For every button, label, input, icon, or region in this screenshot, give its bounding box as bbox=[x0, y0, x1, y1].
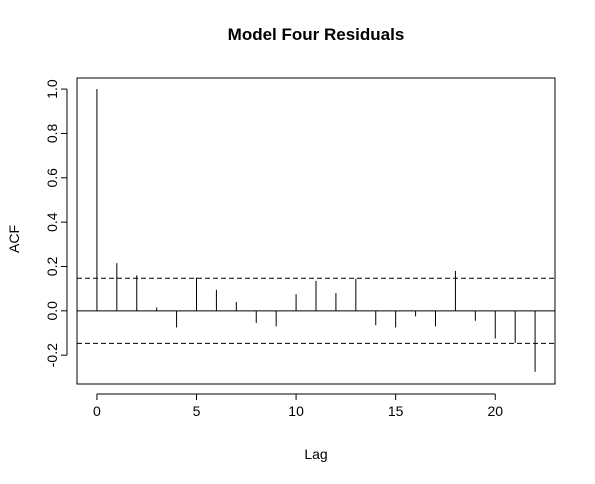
x-tick-label-10: 10 bbox=[288, 403, 304, 419]
y-tick-label-5: 0.8 bbox=[44, 123, 60, 143]
y-tick-label-4: 0.6 bbox=[44, 168, 60, 188]
y-tick-label-3: 0.4 bbox=[44, 212, 60, 232]
x-tick-label-15: 15 bbox=[388, 403, 404, 419]
x-tick-label-5: 5 bbox=[193, 403, 201, 419]
y-tick-label-2: 0.2 bbox=[44, 257, 60, 277]
y-tick-label-1: 0.0 bbox=[44, 301, 60, 321]
y-axis-label: ACF bbox=[6, 225, 22, 253]
acf-bars bbox=[96, 89, 536, 372]
x-tick-label-0: 0 bbox=[93, 403, 101, 419]
plot-frame bbox=[76, 77, 556, 385]
x-axis: 0 5 10 15 20 bbox=[93, 393, 503, 419]
chart-title: Model Four Residuals bbox=[228, 25, 405, 44]
y-axis: -0.2 0.0 0.2 0.4 0.6 0.8 1.0 bbox=[44, 79, 68, 367]
x-axis-label: Lag bbox=[304, 446, 327, 462]
y-tick-label-6: 1.0 bbox=[44, 79, 60, 99]
x-tick-label-20: 20 bbox=[487, 403, 503, 419]
y-tick-label-0: -0.2 bbox=[44, 343, 60, 367]
